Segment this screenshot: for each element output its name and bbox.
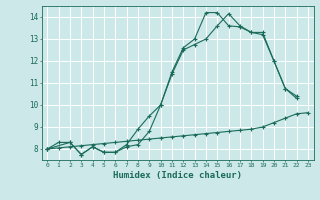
- X-axis label: Humidex (Indice chaleur): Humidex (Indice chaleur): [113, 171, 242, 180]
